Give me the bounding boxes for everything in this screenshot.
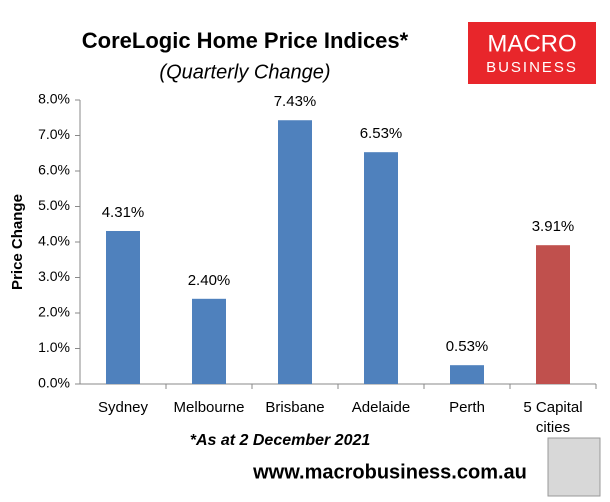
- bar: [192, 298, 226, 384]
- x-tick-label: Perth: [449, 399, 485, 416]
- value-label: 4.31%: [102, 204, 145, 221]
- logo-text: BUSINESS: [486, 59, 578, 76]
- y-axis-label: Price Change: [9, 194, 26, 290]
- bar: [364, 152, 398, 384]
- value-label: 3.91%: [532, 218, 575, 235]
- x-tick-label: 5 Capital cities: [523, 399, 582, 436]
- bar: [450, 365, 484, 384]
- x-tick-label: Sydney: [98, 399, 149, 416]
- x-tick-label: Brisbane: [265, 399, 324, 416]
- bar: [106, 230, 140, 384]
- y-tick-label: 0.0%: [38, 375, 70, 391]
- footnote: *As at 2 December 2021: [190, 432, 371, 449]
- y-tick-label: 8.0%: [38, 91, 70, 107]
- bar: [536, 245, 570, 384]
- value-label: 6.53%: [360, 125, 403, 142]
- y-tick-label: 5.0%: [38, 197, 70, 213]
- value-label: 7.43%: [274, 93, 317, 110]
- chart-title: CoreLogic Home Price Indices*: [82, 28, 409, 53]
- website: www.macrobusiness.com.au: [252, 461, 527, 483]
- y-tick-label: 6.0%: [38, 162, 70, 178]
- y-tick-label: 3.0%: [38, 268, 70, 284]
- value-label: 2.40%: [188, 272, 231, 289]
- chart-subtitle: (Quarterly Change): [159, 61, 330, 83]
- y-tick-label: 4.0%: [38, 233, 70, 249]
- x-tick-label: Adelaide: [352, 399, 410, 416]
- logo-box: [468, 22, 596, 84]
- fox-logo: [547, 437, 601, 497]
- y-tick-label: 1.0%: [38, 339, 70, 355]
- x-tick-label: Melbourne: [174, 399, 245, 416]
- value-label: 0.53%: [446, 338, 489, 355]
- logo-text: MACRO: [487, 30, 576, 57]
- y-tick-label: 7.0%: [38, 126, 70, 142]
- bar: [278, 120, 312, 385]
- y-tick-label: 2.0%: [38, 304, 70, 320]
